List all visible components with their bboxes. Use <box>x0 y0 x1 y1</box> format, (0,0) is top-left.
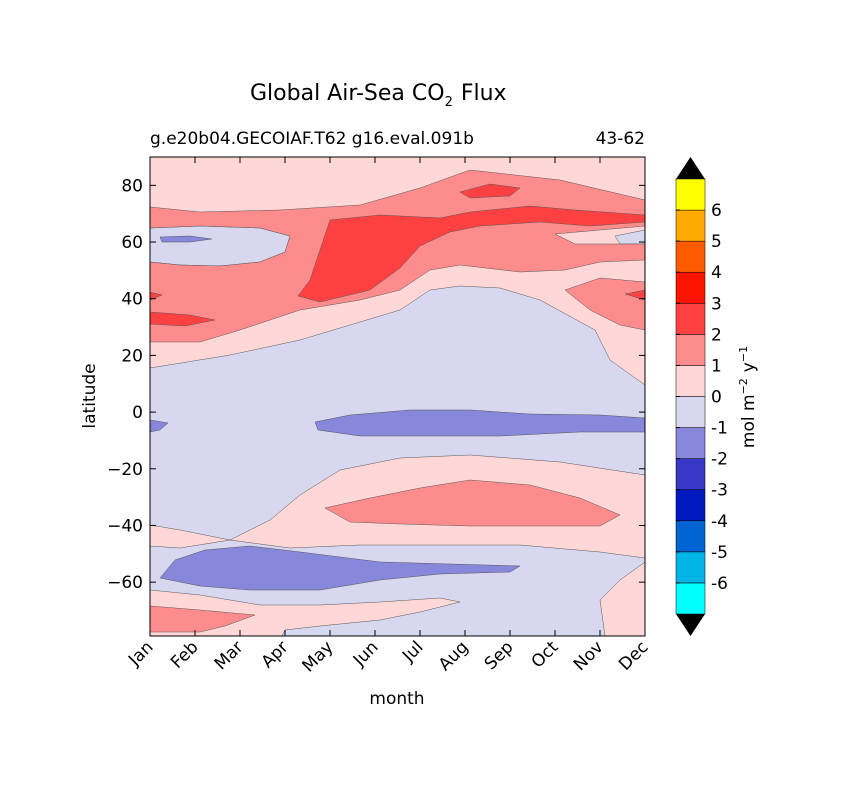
colorbar-tick-label: 4 <box>711 263 722 283</box>
colorbar-segment <box>675 396 706 428</box>
contour-field <box>150 157 645 636</box>
x-tick-label: Jul <box>398 637 427 666</box>
colorbar-segment <box>675 520 706 553</box>
y-axis-label: latitude <box>80 363 100 428</box>
x-tick-label: Jan <box>124 637 157 670</box>
y-tick-label: 0 <box>132 403 143 423</box>
colorbar: -6 -5 -4 -3 -2 -1 0 1 2 3 4 5 6 <box>675 157 728 636</box>
colorbar-tick-label: -2 <box>711 450 728 470</box>
colorbar-segment <box>675 582 706 615</box>
contour-south-ocean2 <box>150 605 256 633</box>
contour-north-1-2b <box>564 277 645 331</box>
colorbar-segment <box>675 427 706 459</box>
colorbar-segment <box>675 240 706 273</box>
x-tick-label: Aug <box>435 637 473 675</box>
x-tick-label: Apr <box>258 637 293 672</box>
y-tick-label: 60 <box>121 233 143 253</box>
contour-south-ocean3 <box>599 561 645 636</box>
colorbar-tick-label: -1 <box>711 419 728 439</box>
y-tick-label: 40 <box>121 290 143 310</box>
y-tick-label: −20 <box>107 460 143 480</box>
chart-subtitle-left: g.e20b04.GECOIAF.T62 g16.eval.091b <box>150 129 474 149</box>
contour-south-neg <box>159 545 521 591</box>
colorbar-tick-label: 6 <box>711 201 722 221</box>
colorbar-extend-bottom <box>676 614 705 636</box>
contour-equator-neg <box>314 409 645 437</box>
colorbar-tick-label: 3 <box>711 294 722 314</box>
contour-north-2-3b <box>459 183 521 199</box>
colorbar-tick-label: 0 <box>711 388 722 408</box>
contour-north-2-3c <box>150 311 216 327</box>
colorbar-segment <box>675 489 706 522</box>
y-tick-label: −60 <box>107 573 143 593</box>
colorbar-segment <box>675 334 706 366</box>
chart-subtitle-right: 43-62 <box>596 129 645 149</box>
colorbar-label: mol m−2y−1 <box>737 346 759 448</box>
x-tick-label: May <box>299 637 338 676</box>
y-tick-label: 80 <box>121 176 143 196</box>
x-tick-label: Mar <box>211 637 248 674</box>
contour-north-neg3 <box>159 235 213 243</box>
x-axis-label: month <box>369 689 424 709</box>
x-tick-label: Sep <box>481 637 518 674</box>
colorbar-segment <box>675 551 706 584</box>
x-tick-label: Oct <box>528 637 563 672</box>
colorbar-tick-label: 5 <box>711 232 722 252</box>
contour-equator-neg2 <box>150 419 169 433</box>
contour-south-1-2 <box>324 479 621 527</box>
colorbar-segment <box>675 365 706 397</box>
colorbar-tick-label: -4 <box>711 512 728 532</box>
colorbar-tick-label: 1 <box>711 356 722 376</box>
colorbar-segment <box>675 178 706 211</box>
plot-frame <box>149 156 646 637</box>
colorbar-segment <box>675 458 706 490</box>
colorbar-tick-label: -6 <box>711 574 728 594</box>
contour-north-2-3d <box>150 291 163 301</box>
x-tick-label: Feb <box>167 637 202 672</box>
colorbar-tick-label: -3 <box>711 481 728 501</box>
y-tick-label: −40 <box>107 516 143 536</box>
colorbar-segment <box>675 271 706 304</box>
contour-north-2-3e <box>624 289 645 301</box>
contour-north-2-3 <box>297 205 645 303</box>
chart-title: Global Air-Sea CO2 Flux <box>250 81 507 110</box>
colorbar-segment <box>675 209 706 242</box>
colorbar-tick-label: -5 <box>711 543 728 563</box>
y-tick-label: 20 <box>121 346 143 366</box>
colorbar-extend-top <box>676 157 705 179</box>
contour-north-neg2 <box>614 229 645 245</box>
x-tick-label: Dec <box>615 637 652 674</box>
x-tick-label: Jun <box>349 637 383 671</box>
x-tick-label: Nov <box>570 637 608 675</box>
colorbar-tick-label: 2 <box>711 325 722 345</box>
colorbar-segment <box>675 303 706 335</box>
